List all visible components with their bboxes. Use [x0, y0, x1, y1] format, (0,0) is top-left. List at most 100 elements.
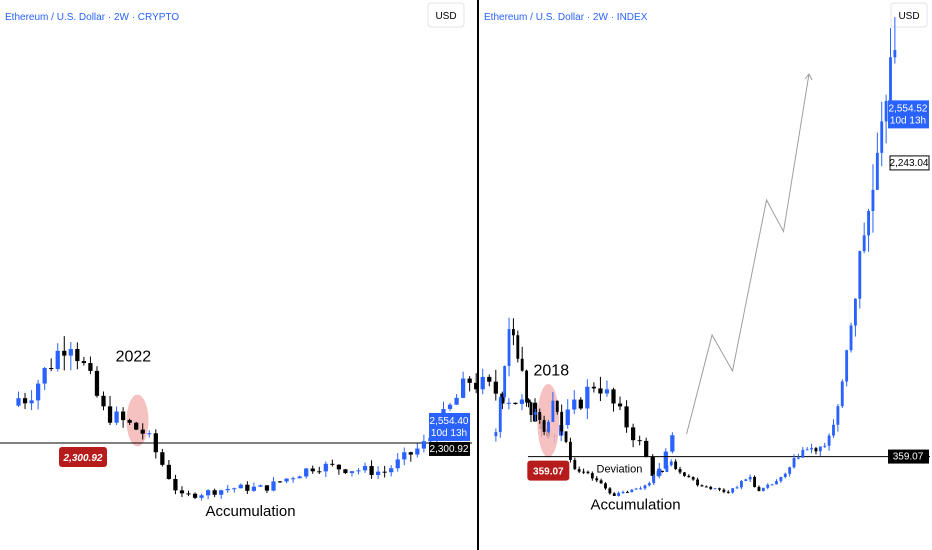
candle-body	[375, 471, 381, 476]
candle-body	[290, 478, 296, 480]
candle-body	[251, 486, 257, 491]
candle-body	[258, 485, 263, 487]
level-price-badge-right	[888, 449, 929, 464]
candle-body	[519, 399, 525, 404]
candle-body	[277, 481, 283, 483]
candle-body	[402, 452, 407, 460]
countdown-text-right: 10d 13h	[890, 115, 926, 126]
candle-body	[542, 420, 546, 432]
candle-body	[661, 470, 664, 472]
extra-price-badge	[889, 155, 930, 171]
candle-body	[599, 480, 603, 484]
candle-body	[460, 378, 466, 398]
candle-body	[179, 490, 185, 494]
candle-body	[753, 476, 756, 488]
candle-body	[814, 448, 818, 452]
candle-body	[792, 458, 796, 468]
candle-body	[748, 476, 752, 480]
candle-body	[75, 349, 80, 362]
candle-body	[68, 349, 73, 356]
right-panel: Ethereum / U.S. Dollar · 2W · INDEX USD …	[484, 2, 930, 513]
candle-body	[578, 399, 583, 409]
candle-body	[823, 445, 827, 447]
candle-body	[862, 235, 866, 252]
candle-body	[875, 152, 879, 190]
candle-body	[551, 400, 555, 422]
candle-body	[317, 471, 322, 473]
candle-body	[101, 395, 106, 407]
candle-body	[467, 378, 472, 383]
candle-body	[127, 420, 132, 423]
candle-body	[42, 367, 47, 384]
candle-body	[500, 393, 505, 404]
candle-body	[652, 476, 656, 484]
projection-arrowhead	[804, 73, 813, 81]
candle-body	[617, 492, 621, 497]
level-label-box-right	[527, 460, 570, 481]
candle-body	[349, 471, 355, 473]
candle-body	[525, 370, 528, 403]
level-label-text: 2,300.92	[63, 453, 103, 464]
candle-body	[871, 189, 875, 212]
candle-body	[107, 406, 113, 423]
candle-body	[687, 475, 691, 478]
candle-body	[511, 329, 515, 336]
candle-body	[761, 487, 765, 492]
extra-price-text: 2,243.04	[890, 158, 929, 169]
candle-body	[779, 476, 783, 482]
candle-body	[408, 452, 413, 455]
candle-body	[120, 411, 126, 421]
candle-body	[858, 251, 862, 299]
candle-body	[849, 325, 853, 351]
candle-body	[205, 490, 211, 496]
candle-body	[284, 478, 289, 482]
candle-body	[114, 411, 119, 423]
candle-body	[389, 468, 394, 473]
left-currency-button[interactable]	[427, 2, 465, 28]
candle-body	[88, 363, 93, 371]
candle-body	[611, 389, 616, 404]
candle-body	[529, 402, 533, 415]
candle-body	[674, 461, 678, 470]
level-price-text-right: 359.07	[893, 452, 924, 463]
candle-body	[415, 448, 420, 455]
projection-path	[686, 73, 810, 435]
candle-body	[330, 463, 335, 465]
annotation-accumulation-right: Accumulation	[591, 496, 681, 513]
candle-body	[582, 471, 585, 473]
candle-body	[555, 400, 559, 412]
candle-body	[770, 484, 774, 486]
candle-body	[160, 452, 165, 465]
candle-body	[310, 468, 315, 472]
candle-body	[617, 403, 623, 407]
candle-body	[731, 488, 735, 493]
candle-body	[696, 479, 699, 486]
candle-body	[382, 471, 387, 473]
candle-body	[726, 491, 730, 493]
candle-body	[304, 468, 309, 477]
candle-body	[513, 402, 518, 404]
candle-body	[395, 459, 400, 469]
candle-body	[199, 495, 204, 498]
candle-body	[323, 463, 328, 472]
candle-body	[783, 473, 787, 477]
candle-body	[880, 121, 884, 153]
candle-body	[691, 477, 695, 480]
candle-body	[362, 466, 368, 471]
candle-body	[62, 350, 67, 356]
right-currency-button[interactable]	[890, 2, 928, 28]
candle-body	[153, 433, 158, 453]
candle-body	[639, 488, 642, 490]
candle-body	[454, 397, 459, 405]
candle-body	[796, 457, 800, 459]
candle-body	[147, 433, 152, 435]
candle-body	[722, 489, 726, 492]
candle-body	[577, 469, 581, 472]
candle-body	[225, 488, 230, 491]
candle-body	[547, 421, 550, 432]
candle-body	[637, 440, 642, 442]
level-label-box	[59, 446, 107, 467]
candle-body	[884, 100, 888, 122]
candle-body	[840, 381, 844, 407]
